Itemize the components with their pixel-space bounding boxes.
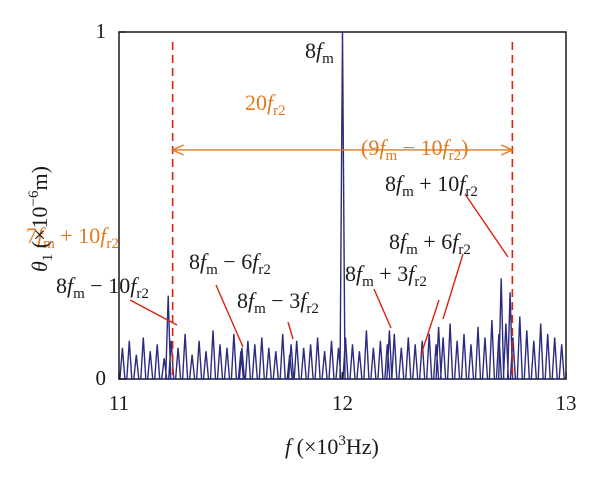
label-8fm-plus-10fr2: 8fm + 10fr2 xyxy=(385,171,478,200)
x-tick-label: 13 xyxy=(556,391,577,415)
label-8fm-plus-3fr2: 8fm + 3fr2 xyxy=(345,261,427,290)
leader-line-2 xyxy=(420,299,440,356)
label-8fm-plus-6fr2: 8fm + 6fr2 xyxy=(389,229,471,258)
label-8fm: 8fm xyxy=(305,38,334,67)
label-8fm-minus-6fr2: 8fm − 6fr2 xyxy=(189,249,271,278)
label-8fm-minus-3fr2: 8fm − 3fr2 xyxy=(237,288,319,317)
leader-line-6 xyxy=(287,321,294,340)
series-line xyxy=(119,31,566,380)
annotations: 11 12 13 0 1 8fm 20fr2 (9fm − 10fr2) 8fm + 10fr2… xyxy=(26,19,577,459)
range-arrow xyxy=(170,144,515,156)
leader-line-1 xyxy=(464,193,509,258)
leader-line-4 xyxy=(373,288,392,329)
leader-lines xyxy=(129,193,509,356)
label-7fm-plus-10fr2: 7fm + 10fr2 xyxy=(26,223,119,252)
spectrum-series xyxy=(119,31,566,380)
leader-line-7 xyxy=(129,299,178,326)
axis-ticks xyxy=(118,31,567,380)
label-20fr2: 20fr2 xyxy=(245,90,286,119)
x-tick-label: 11 xyxy=(109,391,129,415)
y-tick-label: 0 xyxy=(96,366,107,390)
leader-line-3 xyxy=(442,253,464,320)
y-axis-title: θ1 (×10−6m) xyxy=(26,166,56,272)
x-axis-title: f (×103Hz) xyxy=(285,433,379,459)
leader-line-5 xyxy=(215,284,244,348)
y-tick-label: 1 xyxy=(96,19,107,43)
arrow-head-right xyxy=(501,144,515,156)
x-tick-label: 12 xyxy=(332,391,353,415)
label-9fm-10fr2: (9fm − 10fr2) xyxy=(361,135,469,164)
label-8fm-minus-10fr2: 8fm − 10fr2 xyxy=(56,273,149,302)
arrow-head-left xyxy=(170,144,184,156)
